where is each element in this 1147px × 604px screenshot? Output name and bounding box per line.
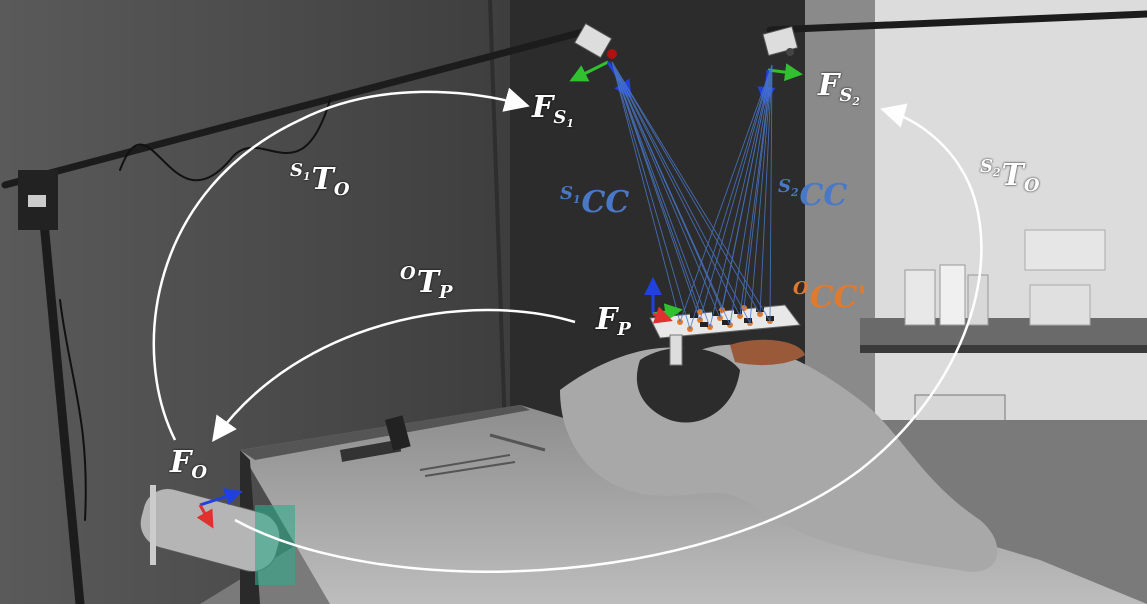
arrow-s2-to bbox=[234, 103, 983, 573]
camera-rays bbox=[611, 61, 773, 330]
frame-label-fo: FO bbox=[170, 445, 207, 484]
camera-s2 bbox=[762, 25, 799, 57]
arrow-s1-to bbox=[152, 87, 530, 441]
camera-boom-right bbox=[766, 10, 1147, 34]
arrow-o-tp bbox=[212, 308, 576, 443]
camera-boom-left bbox=[1, 26, 594, 604]
frame-label-fs2: FS2 bbox=[818, 68, 860, 109]
optical-tracker bbox=[139, 485, 295, 585]
camera-s1 bbox=[573, 22, 617, 59]
transform-label-otp: OTP bbox=[400, 263, 453, 304]
drill bbox=[340, 439, 402, 462]
frame-label-fs1: FS1 bbox=[532, 90, 574, 131]
calib-label-occ: OCC' bbox=[793, 278, 867, 315]
calib-label-s2cc: S2CC bbox=[778, 176, 848, 213]
tissue bbox=[730, 339, 805, 366]
shelf bbox=[860, 318, 1147, 348]
transform-label-s2to: S2TO bbox=[980, 156, 1040, 197]
calib-label-s1cc: S1CC bbox=[560, 183, 630, 220]
transform-label-s1to: S1TO bbox=[290, 160, 350, 201]
frame-label-fp: FP bbox=[596, 302, 631, 341]
